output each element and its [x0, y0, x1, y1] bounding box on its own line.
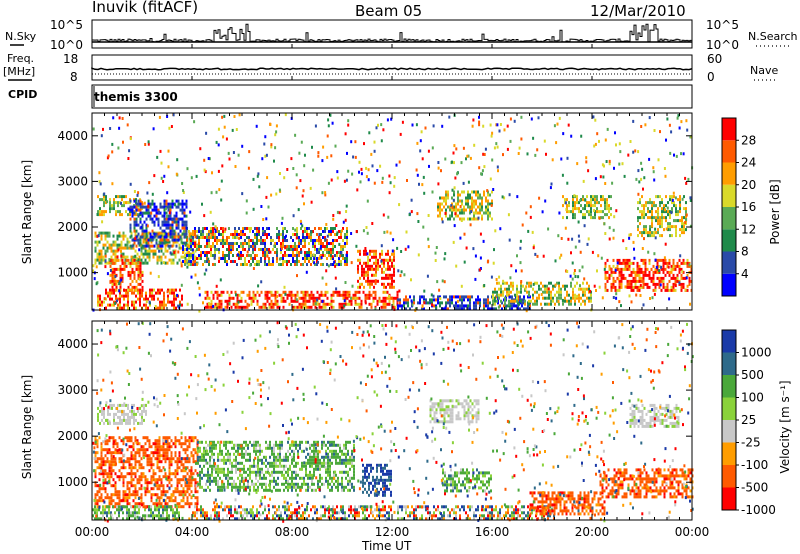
velocity-colorbar-swatch-1: [722, 465, 736, 488]
velocity-colorbar-tick-7: -1000: [741, 503, 776, 517]
velocity-colorbar-swatch-6: [722, 352, 736, 375]
power-colorbar-tick-2: 20: [741, 178, 756, 192]
power-ytick-label-0: 1000: [57, 266, 88, 280]
x-tick-label-6: 00:00: [675, 525, 710, 539]
velocity-colorbar-tick-1: 500: [741, 368, 764, 382]
date-title: 12/Mar/2010: [590, 2, 686, 20]
nsearch-tick-top: 10^5: [706, 18, 739, 32]
power-colorbar-swatch-2: [722, 229, 736, 252]
power-colorbar-tick-1: 24: [741, 156, 756, 170]
power-colorbar-tick-6: 4: [741, 267, 749, 281]
velocity-colorbar-swatch-7: [722, 330, 736, 353]
power-colorbar-swatch-5: [722, 162, 736, 185]
velocity-colorbar-tick-3: 25: [741, 413, 756, 427]
x-tick-label-4: 16:00: [475, 525, 510, 539]
x-tick-label-5: 20:00: [575, 525, 610, 539]
power-ytick-label-2: 3000: [57, 174, 88, 188]
nave-tick-top: 60: [707, 52, 723, 66]
power-ytick-label-3: 4000: [57, 129, 88, 143]
nsearch-label: N.Search: [748, 30, 798, 43]
velocity-heatmap-cells: [92, 321, 694, 523]
x-axis-label: Time UT: [362, 539, 412, 553]
x-tick-label-2: 08:00: [275, 525, 310, 539]
power-colorbar-swatch-1: [722, 251, 736, 274]
freq-label-1: Freq.: [7, 52, 35, 65]
velocity-colorbar-swatch-3: [722, 420, 736, 443]
freq-trace: [91, 67, 693, 71]
velocity-colorbar-tick-6: -500: [741, 481, 768, 495]
velocity-ytick-label-2: 3000: [57, 383, 88, 397]
velocity-colorbar-swatch-5: [722, 375, 736, 398]
velocity-ytick-label-1: 2000: [57, 429, 88, 443]
velocity-colorbar-tick-4: -25: [741, 436, 761, 450]
x-tick-label-0: 00:00: [75, 525, 110, 539]
nsky-tick-bottom: 10^0: [50, 38, 83, 52]
power-colorbar-tick-5: 8: [741, 245, 749, 259]
x-tick-label-3: 12:00: [375, 525, 410, 539]
power-colorbar-swatch-3: [722, 207, 736, 230]
nsky-trace: [91, 23, 692, 43]
freq-label-2: [MHz]: [3, 65, 36, 78]
power-colorbar-swatch-0: [722, 273, 736, 296]
velocity-ytick-label-0: 1000: [57, 475, 88, 489]
power-colorbar-tick-4: 12: [741, 222, 756, 236]
nsearch-tick-bottom: 10^0: [706, 38, 739, 52]
station-title: Inuvik (fitACF): [92, 0, 199, 16]
velocity-colorbar-tick-5: -100: [741, 458, 768, 472]
power-ytick-label-1: 2000: [57, 220, 88, 234]
cpid-label: CPID: [8, 88, 38, 101]
power-colorbar-swatch-6: [722, 140, 736, 163]
nsky-label: N.Sky: [5, 30, 37, 43]
velocity-colorbar-tick-0: 1000: [741, 346, 772, 360]
velocity-ytick-label-3: 4000: [57, 337, 88, 351]
velocity-colorbar-swatch-4: [722, 397, 736, 420]
power-colorbar-swatch-4: [722, 184, 736, 207]
power-colorbar-tick-3: 16: [741, 200, 756, 214]
power-colorbar-swatch-7: [722, 118, 736, 141]
velocity-colorbar-tick-2: 100: [741, 391, 764, 405]
cpid-value: themis 3300: [94, 90, 178, 104]
nsky-panel: [91, 19, 693, 49]
beam-title: Beam 05: [355, 2, 423, 20]
power-heatmap-cells: [92, 113, 694, 313]
cpid-panel: [91, 84, 693, 109]
power-colorbar-tick-0: 28: [741, 133, 756, 147]
x-tick-label-1: 04:00: [175, 525, 210, 539]
nave-label: Nave: [750, 64, 779, 77]
freq-tick-bottom: 8: [70, 70, 78, 84]
nsky-tick-top: 10^5: [50, 18, 83, 32]
velocity-colorbar-swatch-0: [722, 487, 736, 510]
velocity-colorbar-swatch-2: [722, 442, 736, 465]
nave-tick-bottom: 0: [707, 70, 715, 84]
freq-tick-top: 18: [63, 52, 79, 66]
